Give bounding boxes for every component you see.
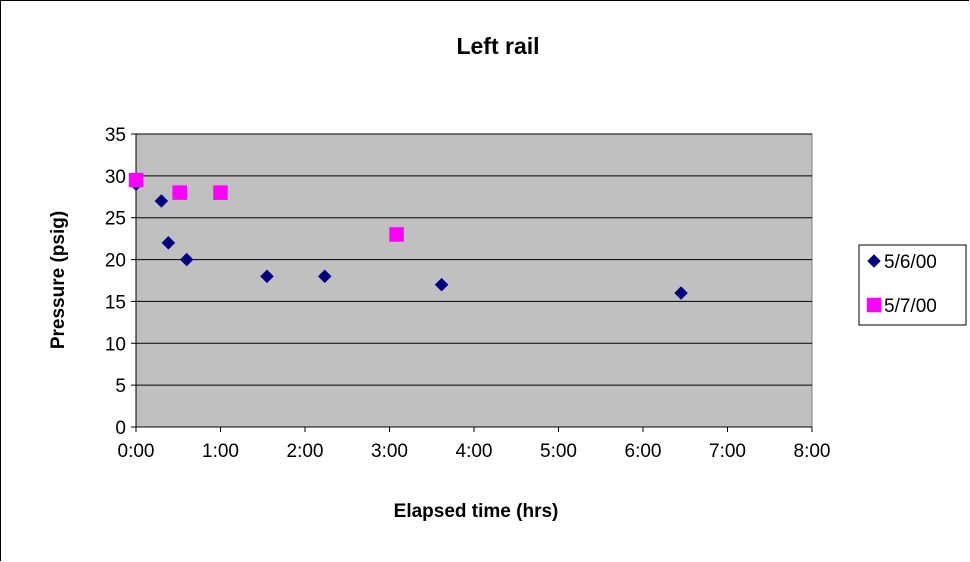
data-point: [179, 252, 194, 267]
x-tick-labels: 0:00 1:00 2:00 3:00 4:00 5:00 6:00 7:00 8:00: [118, 427, 831, 462]
y-tick-label: 30: [105, 167, 126, 188]
data-point: [128, 172, 144, 188]
x-tick-label: 3:00: [371, 441, 408, 462]
y-axis-label: Pressure (psig): [48, 211, 69, 349]
legend-label: 5/6/00: [884, 252, 937, 273]
x-tick-label: 6:00: [625, 441, 662, 462]
legend-marker: [867, 254, 881, 268]
x-tick-label: 4:00: [456, 441, 493, 462]
data-point: [161, 235, 176, 250]
y-tick-labels: 0 5 10 15 20 25 30 35: [105, 125, 126, 439]
legend-label: 5/7/00: [884, 296, 937, 317]
y-tick-label: 0: [115, 418, 126, 439]
y-tick-label: 35: [105, 125, 126, 146]
data-point: [172, 185, 187, 200]
x-tick-label: 0:00: [118, 441, 155, 462]
y-tick-label: 10: [105, 334, 126, 355]
y-gridlines: [131, 133, 812, 428]
y-tick-label: 5: [115, 376, 126, 397]
legend: 5/6/00 5/7/00: [866, 252, 937, 317]
data-point: [389, 227, 404, 242]
data-point: [434, 277, 449, 292]
x-tick-label: 8:00: [794, 441, 831, 462]
y-tick-label: 20: [105, 251, 126, 272]
y-tick-label: 15: [105, 292, 126, 313]
x-tick-label: 2:00: [287, 441, 324, 462]
x-axis-label: Elapsed time (hrs): [394, 501, 559, 522]
data-point: [260, 269, 274, 284]
data-point: [154, 194, 169, 208]
data-point: [674, 286, 688, 300]
x-tick-label: 5:00: [540, 441, 577, 462]
plot-area: [135, 133, 813, 428]
y-tick-label: 25: [105, 209, 126, 230]
data-point: [213, 185, 228, 200]
data-points: [128, 172, 688, 300]
legend-marker: [866, 297, 882, 313]
data-point: [317, 269, 332, 284]
x-tick-label: 7:00: [709, 441, 746, 462]
chart-title: Left rail: [456, 33, 539, 59]
x-tick-label: 1:00: [202, 441, 239, 462]
